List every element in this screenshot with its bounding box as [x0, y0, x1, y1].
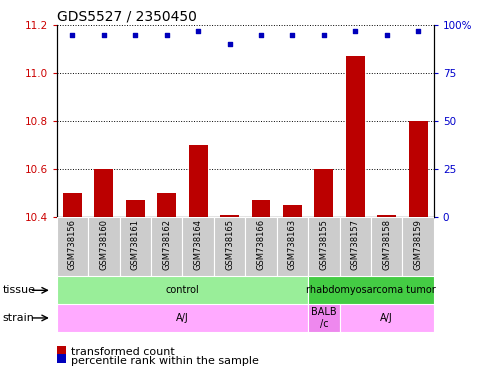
Point: [257, 31, 265, 38]
Text: GSM738158: GSM738158: [382, 219, 391, 270]
Text: GSM738159: GSM738159: [414, 219, 423, 270]
Text: BALB
/c: BALB /c: [311, 307, 337, 329]
Bar: [315, 169, 333, 217]
Point: [69, 31, 76, 38]
Bar: [371, 217, 402, 276]
Bar: [402, 217, 434, 276]
Text: A/J: A/J: [176, 313, 189, 323]
Bar: [277, 217, 308, 276]
Bar: [182, 217, 214, 276]
Text: rhabdomyosarcoma tumor: rhabdomyosarcoma tumor: [306, 285, 436, 295]
Bar: [220, 215, 239, 217]
Text: GSM738165: GSM738165: [225, 219, 234, 270]
Point: [100, 31, 108, 38]
Bar: [346, 56, 365, 217]
Point: [194, 28, 202, 34]
Text: control: control: [166, 285, 199, 295]
Bar: [94, 169, 113, 217]
Bar: [88, 217, 119, 276]
Bar: [308, 217, 340, 276]
Bar: [409, 121, 427, 217]
Text: GSM738164: GSM738164: [194, 219, 203, 270]
Text: strain: strain: [2, 313, 35, 323]
Point: [131, 31, 139, 38]
Point: [414, 28, 422, 34]
Bar: [57, 304, 308, 332]
Bar: [308, 304, 340, 332]
Bar: [57, 217, 88, 276]
Text: GSM738155: GSM738155: [319, 219, 328, 270]
Text: GSM738166: GSM738166: [256, 219, 266, 270]
Text: GSM738157: GSM738157: [351, 219, 360, 270]
Bar: [308, 276, 434, 304]
Bar: [57, 354, 66, 363]
Text: GSM738156: GSM738156: [68, 219, 77, 270]
Bar: [57, 346, 66, 355]
Point: [163, 31, 171, 38]
Bar: [245, 217, 277, 276]
Bar: [119, 217, 151, 276]
Text: tissue: tissue: [2, 285, 35, 295]
Text: GSM738162: GSM738162: [162, 219, 171, 270]
Text: percentile rank within the sample: percentile rank within the sample: [71, 356, 259, 366]
Text: transformed count: transformed count: [71, 347, 175, 357]
Text: GDS5527 / 2350450: GDS5527 / 2350450: [57, 10, 197, 24]
Point: [320, 31, 328, 38]
Point: [288, 31, 296, 38]
Bar: [189, 145, 208, 217]
Bar: [57, 276, 308, 304]
Text: A/J: A/J: [380, 313, 393, 323]
Bar: [251, 200, 270, 217]
Bar: [340, 217, 371, 276]
Bar: [340, 304, 434, 332]
Point: [383, 31, 390, 38]
Bar: [151, 217, 182, 276]
Text: GSM738163: GSM738163: [288, 219, 297, 270]
Text: GSM738161: GSM738161: [131, 219, 140, 270]
Bar: [283, 205, 302, 217]
Bar: [214, 217, 246, 276]
Text: GSM738160: GSM738160: [99, 219, 108, 270]
Point: [352, 28, 359, 34]
Bar: [126, 200, 145, 217]
Bar: [377, 215, 396, 217]
Point: [226, 41, 234, 47]
Bar: [157, 193, 176, 217]
Bar: [63, 193, 82, 217]
